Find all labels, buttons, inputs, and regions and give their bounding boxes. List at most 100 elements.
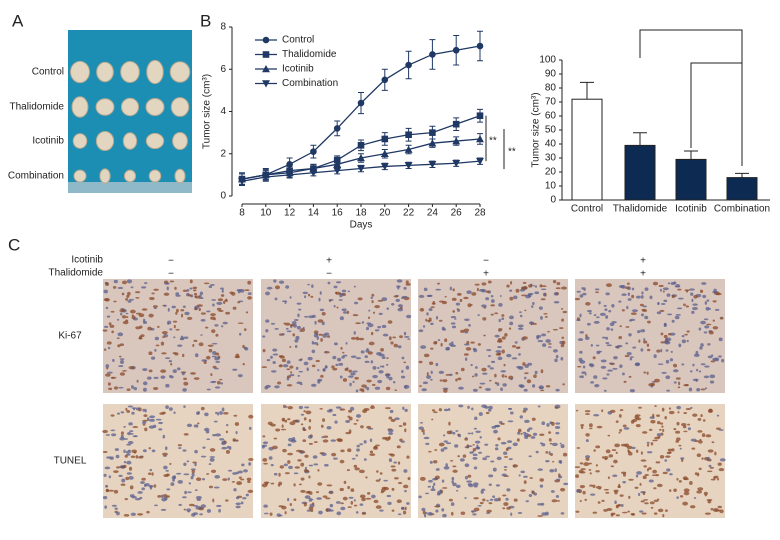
nucleus <box>702 294 707 299</box>
nucleus <box>560 343 565 348</box>
nucleus <box>540 285 547 287</box>
nucleus <box>706 456 711 461</box>
nucleus <box>517 511 523 514</box>
nucleus <box>311 284 314 289</box>
nucleus <box>126 460 132 465</box>
nucleus <box>524 376 527 380</box>
nucleus <box>705 306 710 311</box>
nucleus <box>232 438 237 442</box>
nucleus <box>449 286 452 291</box>
nucleus <box>656 433 662 437</box>
nucleus <box>519 314 523 318</box>
nucleus <box>172 478 175 482</box>
nucleus <box>183 508 187 511</box>
nucleus <box>622 372 625 376</box>
nucleus <box>196 477 202 481</box>
nucleus <box>596 350 603 353</box>
nucleus <box>317 482 323 486</box>
nucleus <box>421 507 426 512</box>
nucleus <box>110 429 116 432</box>
nucleus <box>450 344 457 348</box>
nucleus <box>281 417 285 422</box>
nucleus <box>326 409 333 413</box>
nucleus <box>200 334 203 336</box>
nucleus <box>452 288 455 292</box>
nucleus <box>548 438 552 442</box>
nucleus <box>391 487 395 491</box>
nucleus <box>244 289 250 292</box>
nucleus <box>646 343 650 347</box>
nucleus <box>203 282 210 285</box>
nucleus <box>656 483 663 488</box>
nucleus <box>148 418 155 422</box>
nucleus <box>151 472 154 476</box>
nucleus <box>532 432 538 436</box>
nucleus <box>594 383 600 388</box>
nucleus <box>209 457 215 462</box>
nucleus <box>575 510 580 513</box>
nucleus <box>361 512 367 515</box>
nucleus <box>319 407 323 410</box>
nucleus <box>609 322 615 326</box>
nucleus <box>628 478 634 481</box>
nucleus <box>556 478 561 481</box>
nucleus <box>666 468 671 472</box>
nucleus <box>232 306 237 310</box>
nucleus <box>296 449 302 453</box>
nucleus <box>660 348 663 353</box>
nucleus <box>120 312 123 316</box>
nucleus <box>585 457 590 461</box>
nucleus <box>713 288 717 293</box>
nucleus <box>631 294 635 299</box>
nucleus <box>278 505 284 508</box>
nucleus <box>626 352 632 356</box>
nucleus <box>678 297 684 300</box>
nucleus <box>576 319 581 322</box>
nucleus <box>661 407 665 412</box>
nucleus <box>327 281 331 285</box>
nucleus <box>125 298 129 301</box>
significance-bracket <box>690 62 742 148</box>
nucleus <box>657 301 660 305</box>
nucleus <box>236 471 240 475</box>
nucleus <box>640 329 646 333</box>
nucleus <box>552 280 557 284</box>
nucleus <box>562 383 565 386</box>
nucleus <box>168 407 173 411</box>
nucleus <box>235 496 240 500</box>
nucleus <box>142 419 149 422</box>
nucleus <box>324 351 327 354</box>
nucleus <box>365 476 368 479</box>
nucleus <box>403 484 409 489</box>
nucleus <box>463 353 469 356</box>
nucleus <box>632 346 637 349</box>
nucleus <box>487 355 492 357</box>
nucleus <box>341 308 347 312</box>
nucleus <box>116 511 120 516</box>
nucleus <box>235 505 241 509</box>
nucleus <box>363 458 367 461</box>
nucleus <box>496 382 500 386</box>
nucleus <box>236 481 243 486</box>
nucleus <box>262 335 266 338</box>
nucleus <box>123 425 127 428</box>
nucleus <box>452 310 456 313</box>
nucleus <box>423 353 430 358</box>
nucleus <box>613 459 618 464</box>
nucleus <box>707 500 712 504</box>
nucleus <box>584 373 587 376</box>
nucleus <box>560 512 565 515</box>
nucleus <box>715 427 721 430</box>
nucleus <box>339 294 343 298</box>
nucleus <box>447 408 451 411</box>
nucleus <box>590 493 596 496</box>
nucleus <box>522 285 528 290</box>
nucleus <box>577 365 582 368</box>
nucleus <box>435 362 439 367</box>
nucleus <box>668 451 672 454</box>
nucleus <box>106 456 112 459</box>
nucleus <box>280 428 287 431</box>
nucleus <box>394 477 399 480</box>
nucleus <box>640 451 643 455</box>
nucleus <box>470 341 475 344</box>
